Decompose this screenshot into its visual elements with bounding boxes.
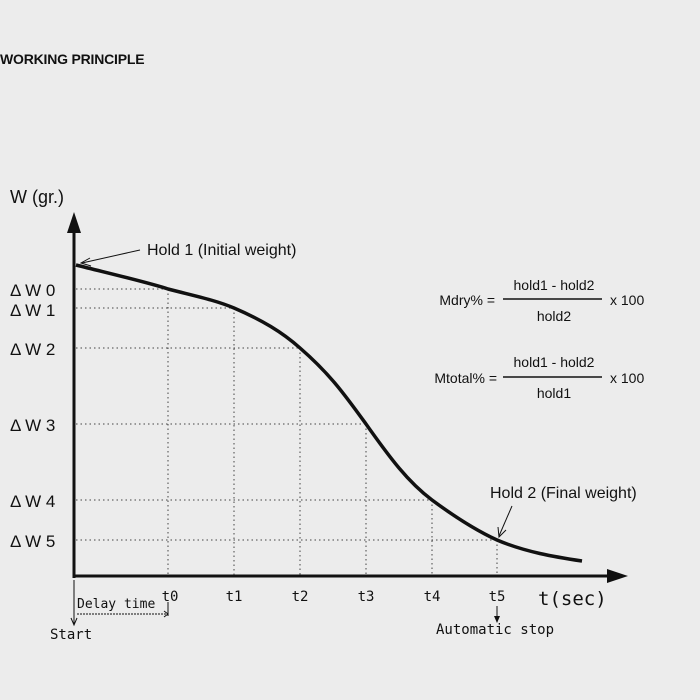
page-title: WORKING PRINCIPLE [0,51,145,67]
tick-t3: t3 [358,589,375,605]
hold1-arrow-icon [79,257,92,267]
x-axis-label: t(sec) [538,588,607,610]
mtotal-numerator: hold1 - hold2 [514,354,595,370]
mtotal-denominator: hold1 [537,385,571,401]
gridlines [76,288,498,576]
mdry-factor: x 100 [610,292,644,308]
formula-mdry: Mdry% = hold1 - hold2 hold2 x 100 [439,277,644,324]
level-w5: Δ W 5 [10,532,55,551]
tick-t1: t1 [226,589,243,605]
level-w1: Δ W 1 [10,301,55,320]
hold2-label: Hold 2 (Final weight) [490,485,637,502]
tick-t2: t2 [292,589,309,605]
mtotal-factor: x 100 [610,370,644,386]
hold1-pointer [81,249,141,264]
level-w0: Δ W 0 [10,281,55,300]
x-axis-arrow-icon [607,569,628,583]
level-w3: Δ W 3 [10,416,55,435]
formula-mtotal: Mtotal% = hold1 - hold2 hold1 x 100 [434,354,644,401]
tick-t0: t0 [162,589,179,605]
auto-stop-label: Automatic stop [436,622,554,638]
start-label: Start [50,627,92,643]
x-tick-labels: t0 t1 t2 t3 t4 t5 [162,589,506,605]
auto-stop-arrow-icon [494,616,500,623]
y-axis-arrow-icon [67,212,81,233]
weight-curve [75,263,583,563]
mdry-lhs: Mdry% = [439,292,495,308]
mdry-denominator: hold2 [537,308,571,324]
y-level-labels: Δ W 0 Δ W 1 Δ W 2 Δ W 3 Δ W 4 Δ W 5 [10,281,55,551]
start-arrow-icon [70,617,78,627]
hold2-pointer [498,505,513,537]
tick-t5: t5 [489,589,506,605]
mtotal-lhs: Mtotal% = [434,370,497,386]
delay-time-label: Delay time [77,597,155,612]
y-axis-label: W (gr.) [10,187,64,207]
mdry-numerator: hold1 - hold2 [514,277,595,293]
tick-t4: t4 [424,589,441,605]
hold1-label: Hold 1 (Initial weight) [147,242,296,259]
level-w2: Δ W 2 [10,340,55,359]
level-w4: Δ W 4 [10,492,55,511]
hold2-arrow-icon [497,526,507,539]
